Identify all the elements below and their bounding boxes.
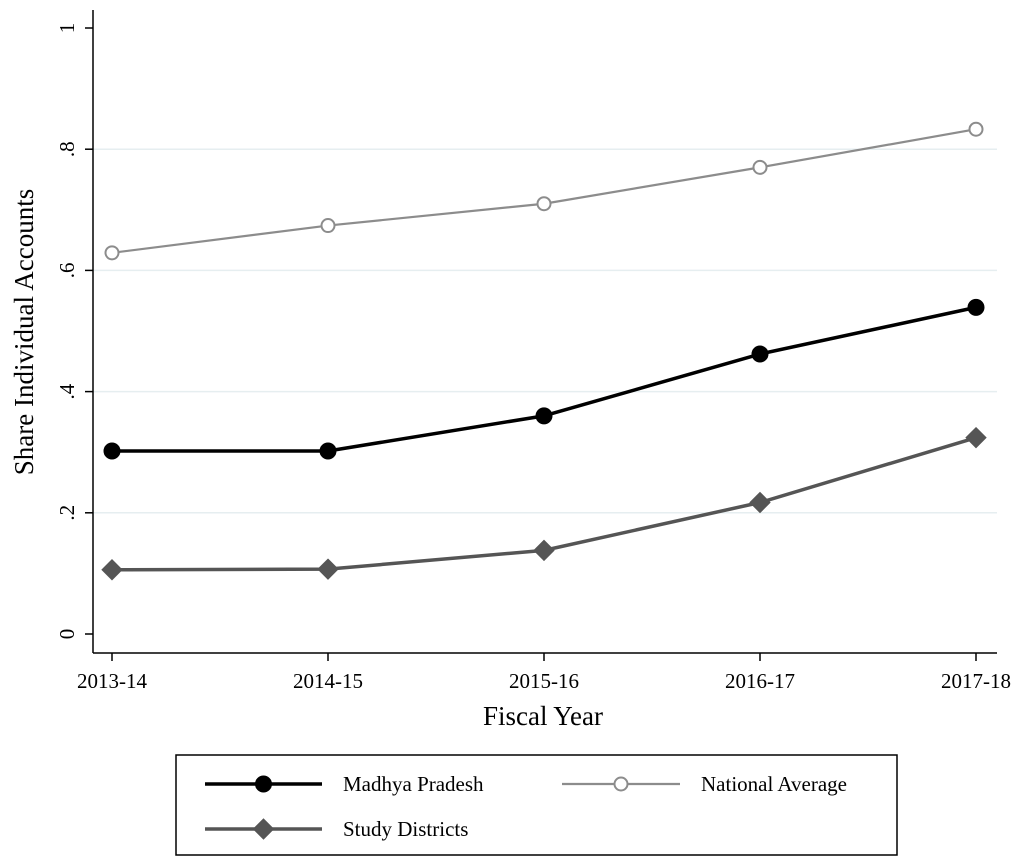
x-ticks: 2013-14 2014-15 2015-16 2016-17 2017-18 <box>77 653 1011 693</box>
madhya-pradesh-point <box>535 407 553 425</box>
national-average-point <box>752 159 768 175</box>
national-average-point <box>320 218 336 234</box>
y-tick-label: .4 <box>55 383 79 399</box>
madhya-pradesh-point <box>103 442 121 460</box>
y-tick-label: 0 <box>55 629 79 640</box>
x-axis-title: Fiscal Year <box>483 701 603 731</box>
legend-item-national-average: National Average <box>562 772 847 796</box>
y-tick-label: 1 <box>55 23 79 34</box>
legend-swatch-marker <box>613 776 629 792</box>
legend-label: Madhya Pradesh <box>343 772 484 796</box>
y-tick-label: .6 <box>55 263 79 279</box>
legend: Madhya Pradesh National Average Study Dist… <box>175 754 898 856</box>
legend-label: Study Districts <box>343 817 468 841</box>
x-tick-label: 2017-18 <box>941 669 1011 693</box>
series-layer <box>101 121 987 581</box>
y-ticks: 0 .2 .4 .6 .8 1 <box>55 23 93 640</box>
legend-label: National Average <box>701 772 847 796</box>
legend-item-madhya-pradesh: Madhya Pradesh <box>205 772 484 796</box>
study-districts-point <box>317 558 339 580</box>
legend-box <box>175 754 898 856</box>
national-average-point <box>104 245 120 261</box>
series-study-districts <box>101 426 987 581</box>
x-tick-label: 2015-16 <box>509 669 579 693</box>
study-districts-point <box>533 539 555 562</box>
y-axis-title: Share Individual Accounts <box>9 189 39 475</box>
y-tick-label: .2 <box>55 505 79 521</box>
national-average-point <box>536 196 552 212</box>
y-tick-label: .8 <box>55 141 79 157</box>
x-tick-label: 2013-14 <box>77 669 147 693</box>
study-districts-point <box>965 426 987 449</box>
legend-item-study-districts: Study Districts <box>205 817 468 841</box>
madhya-pradesh-point <box>751 345 769 363</box>
x-tick-label: 2014-15 <box>293 669 363 693</box>
madhya-pradesh-point <box>319 442 337 460</box>
axes <box>92 10 997 654</box>
study-districts-point <box>101 559 123 581</box>
study-districts-point <box>749 491 771 514</box>
legend-swatch-marker <box>255 775 272 793</box>
national-average-point <box>968 121 984 137</box>
gridlines <box>93 148 997 514</box>
madhya-pradesh-point <box>967 298 985 316</box>
series-madhya-pradesh <box>103 298 985 460</box>
series-national-average <box>104 121 984 261</box>
x-tick-label: 2016-17 <box>725 669 795 693</box>
legend-swatch-marker <box>252 818 275 840</box>
